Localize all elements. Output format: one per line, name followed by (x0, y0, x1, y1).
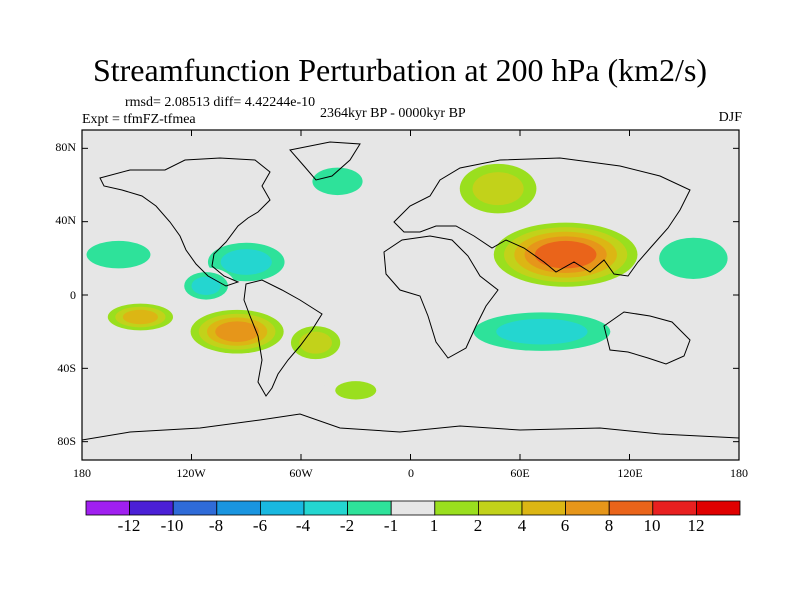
anomaly-contour (122, 309, 158, 325)
anomaly-contour (472, 172, 524, 206)
coastlines (82, 141, 739, 441)
x-tick-label: 120E (617, 466, 643, 480)
coast-south-america (243, 279, 323, 397)
colorbar-swatch (565, 500, 610, 516)
colorbar-swatch (216, 500, 261, 516)
colorbar-swatch (347, 500, 392, 516)
colorbar-swatch (521, 500, 566, 516)
x-tick-label: 60W (289, 466, 313, 480)
coast-eurasia (393, 157, 691, 277)
colorbar-swatch (434, 500, 479, 516)
coast-greenland (289, 141, 361, 181)
colorbar-label: 1 (429, 516, 439, 535)
x-tick-label: 60E (510, 466, 530, 480)
y-tick-label: 40N (55, 213, 76, 227)
y-tick-label: 80S (57, 434, 76, 448)
x-tick-label: 180 (73, 466, 91, 480)
colorbar-swatch (129, 500, 174, 516)
axis-ticks (81, 130, 740, 460)
experiment-label: Expt = tfmFZ-tfmea (82, 112, 196, 127)
colorbar-swatch (259, 500, 305, 516)
anomaly-contour (534, 240, 597, 269)
colorbar-swatch (652, 500, 697, 516)
colorbar-label: 6 (560, 516, 570, 535)
colorbar-swatch (303, 500, 348, 516)
anomaly-contour (86, 240, 151, 269)
colorbar-label: -12 (117, 516, 141, 535)
colorbar-swatch (390, 500, 436, 516)
colorbar-label: 8 (604, 516, 614, 535)
plot-title: Streamfunction Perturbation at 200 hPa (… (92, 52, 708, 88)
colorbar-label: 12 (687, 516, 705, 535)
anomaly-contour (118, 159, 192, 204)
anomaly-contour (394, 311, 446, 334)
colorbar-label: -8 (208, 516, 224, 535)
anomaly-contour (191, 276, 221, 296)
anomaly-layer (82, 155, 739, 406)
coast-north-america (99, 157, 271, 287)
anomaly-contour (220, 249, 272, 275)
colorbar-swatch (696, 500, 741, 516)
colorbar-label: -1 (383, 516, 399, 535)
colorbar-swatch (85, 500, 130, 516)
colorbar-swatch (172, 500, 218, 516)
anomaly-contour (299, 331, 333, 354)
y-tick-label: 0 (70, 288, 76, 302)
colorbar-label: 2 (473, 516, 483, 535)
coast-australia (603, 311, 691, 365)
x-tick-label: 0 (408, 466, 414, 480)
colorbar-label: 4 (517, 516, 527, 535)
colorbar-label: -2 (339, 516, 355, 535)
colorbar-swatch (477, 500, 523, 516)
x-tick-label: 120W (176, 466, 206, 480)
colorbar-swatch (608, 500, 654, 516)
anomaly-contour (335, 381, 377, 400)
colorbar-label: 10 (643, 516, 661, 535)
y-tick-label: 80N (55, 140, 76, 154)
x-tick-label: 180 (730, 466, 748, 480)
colorbar (85, 500, 741, 516)
anomaly-contour (374, 262, 411, 292)
anomaly-contour (659, 237, 728, 279)
period-label: 2364kyr BP - 0000kyr BP (320, 106, 466, 121)
anomaly-contour (215, 321, 260, 342)
season-label: DJF (718, 110, 742, 125)
rmsd-diff-text: rmsd= 2.08513 diff= 4.42244e-10 (125, 95, 316, 110)
y-tick-label: 40S (57, 361, 76, 375)
anomaly-contour (682, 361, 739, 405)
anomaly-contour (496, 318, 588, 345)
colorbar-label: -10 (160, 516, 184, 535)
anomaly-contour (312, 167, 363, 196)
colorbar-label: -4 (295, 516, 311, 535)
colorbar-label: -6 (252, 516, 268, 535)
coast-antarctica (82, 413, 739, 441)
coast-africa (383, 235, 499, 359)
